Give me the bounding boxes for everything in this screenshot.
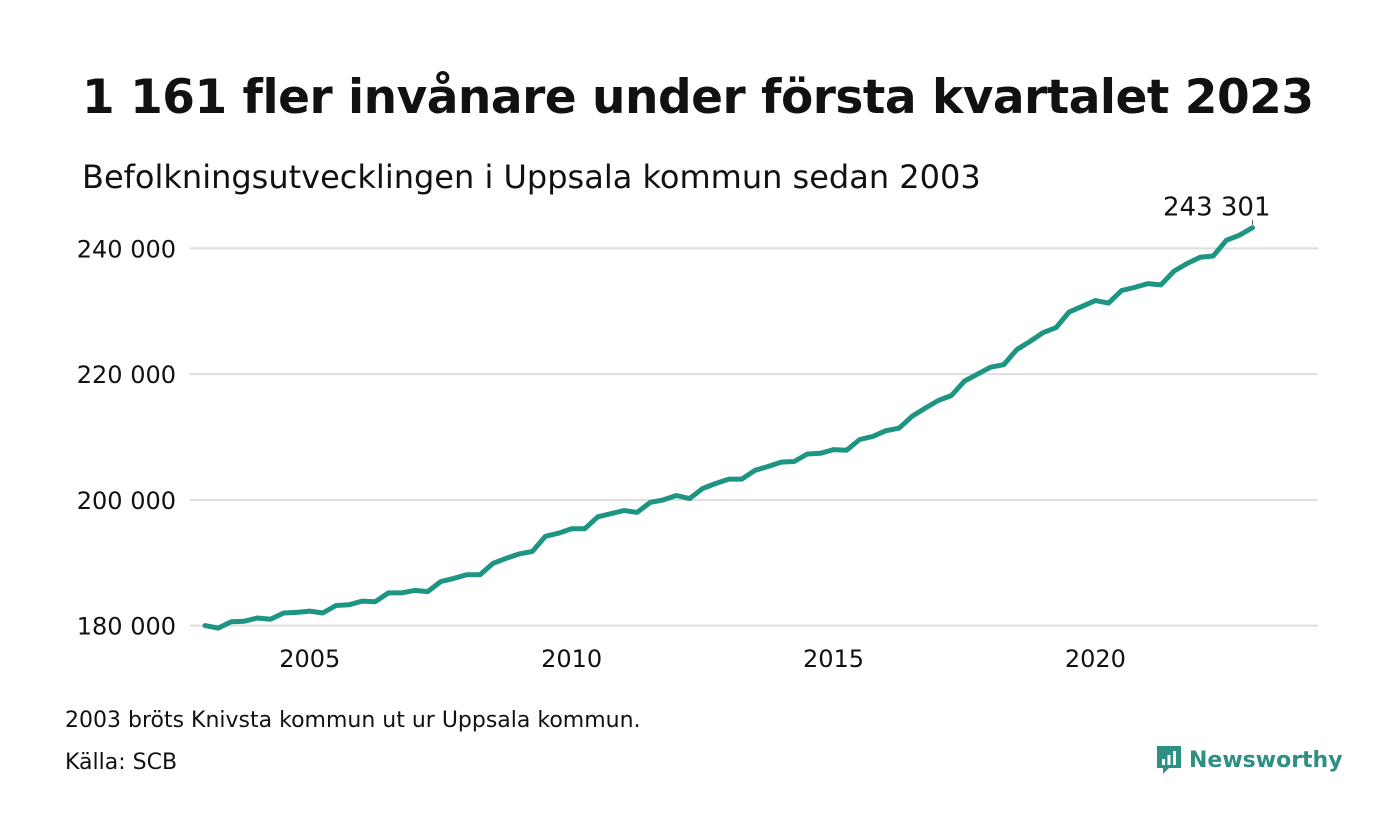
x-tick-label: 2015 <box>803 645 864 673</box>
x-tick-label: 2005 <box>279 645 340 673</box>
series-line <box>202 225 1255 631</box>
footnote: 2003 bröts Knivsta kommun ut ur Uppsala … <box>65 708 641 733</box>
chart-subtitle: Befolkningsutvecklingen i Uppsala kommun… <box>82 158 981 196</box>
y-tick-label: 180 000 <box>77 613 176 641</box>
end-value-label: 243 301 <box>1163 193 1271 223</box>
y-tick-label: 200 000 <box>77 487 176 515</box>
x-tick-label: 2010 <box>541 645 602 673</box>
chart-title: 1 161 fler invånare under första kvartal… <box>82 70 1314 125</box>
newsworthy-logo-icon <box>1157 746 1181 774</box>
brand-name: Newsworthy <box>1189 747 1343 773</box>
y-tick-label: 220 000 <box>77 361 176 389</box>
x-tick-label: 2020 <box>1065 645 1126 673</box>
line-chart: 180 000 200 000 220 000 240 000 2005 2010 2015… <box>77 193 1318 673</box>
source-credit: Källa: SCB <box>65 750 178 775</box>
y-tick-label: 240 000 <box>77 235 176 263</box>
brand-logo: Newsworthy <box>1155 744 1343 776</box>
